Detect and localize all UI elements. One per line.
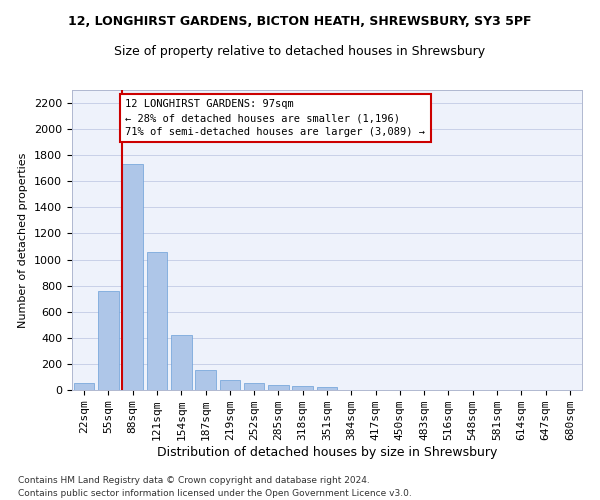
Bar: [292, 386, 313, 390]
Text: 12 LONGHIRST GARDENS: 97sqm
← 28% of detached houses are smaller (1,196)
71% of : 12 LONGHIRST GARDENS: 97sqm ← 28% of det…: [125, 99, 425, 137]
Bar: [146, 252, 167, 390]
Bar: [171, 335, 191, 390]
Bar: [195, 370, 216, 390]
Text: Contains public sector information licensed under the Open Government Licence v3: Contains public sector information licen…: [18, 488, 412, 498]
Bar: [98, 291, 119, 390]
Y-axis label: Number of detached properties: Number of detached properties: [19, 152, 28, 328]
Bar: [244, 384, 265, 390]
Text: 12, LONGHIRST GARDENS, BICTON HEATH, SHREWSBURY, SY3 5PF: 12, LONGHIRST GARDENS, BICTON HEATH, SHR…: [68, 15, 532, 28]
Bar: [74, 383, 94, 390]
Bar: [122, 164, 143, 390]
Text: Size of property relative to detached houses in Shrewsbury: Size of property relative to detached ho…: [115, 45, 485, 58]
Bar: [317, 388, 337, 390]
Bar: [220, 380, 240, 390]
X-axis label: Distribution of detached houses by size in Shrewsbury: Distribution of detached houses by size …: [157, 446, 497, 459]
Bar: [268, 385, 289, 390]
Text: Contains HM Land Registry data © Crown copyright and database right 2024.: Contains HM Land Registry data © Crown c…: [18, 476, 370, 485]
